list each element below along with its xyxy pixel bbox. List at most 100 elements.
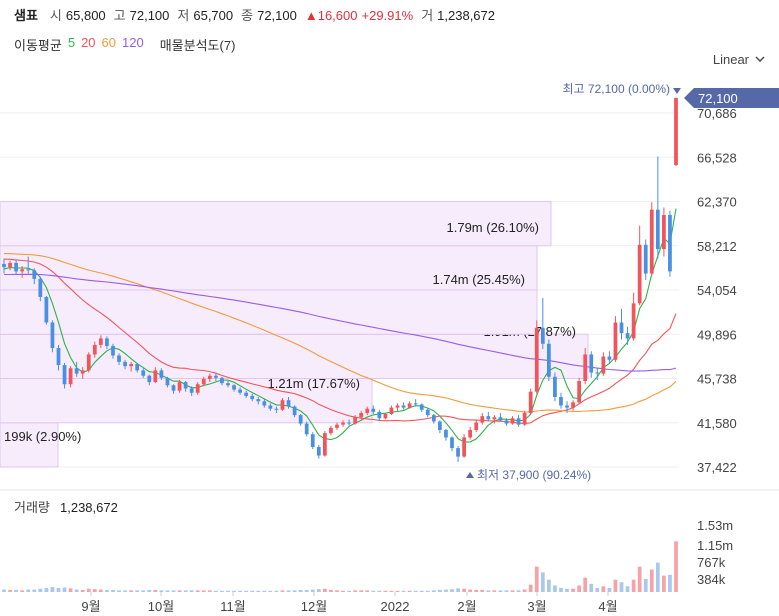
- volume-profile-bar: [0, 422, 59, 468]
- ma-20[interactable]: 20: [81, 35, 96, 50]
- volume-bar: [56, 587, 61, 592]
- scale-dropdown[interactable]: Linear: [713, 52, 765, 67]
- volume-bar: [177, 590, 182, 592]
- volume-caption-label: 거래량: [14, 500, 50, 515]
- ma-line-20: [3, 258, 677, 424]
- volume-bar: [123, 590, 127, 592]
- candle-body: [474, 422, 479, 430]
- volume-bar: [377, 590, 382, 592]
- high-marker-icon: [673, 88, 681, 94]
- candle-body: [553, 376, 557, 397]
- volume-bar: [486, 590, 491, 592]
- candle-body: [86, 354, 91, 371]
- candle-body: [504, 420, 509, 424]
- volume-bar: [8, 589, 12, 592]
- volume-bar: [365, 590, 370, 592]
- price-axis-label: 37,422: [697, 460, 737, 475]
- candle-body: [534, 327, 539, 392]
- candle-body: [468, 429, 473, 438]
- volume-bar: [92, 589, 97, 592]
- high-marker-text: 최고 72,100 (0.00%): [563, 82, 670, 96]
- candle-body: [498, 417, 503, 421]
- volume-bar: [553, 585, 557, 592]
- volume-bar: [492, 590, 497, 592]
- low-marker-text: 최저 37,900 (90.24%): [477, 468, 591, 482]
- volume-bar: [129, 590, 134, 592]
- volume-profile-label: 1.21m (17.67%): [268, 376, 361, 391]
- volume-bar: [286, 590, 291, 592]
- candle-body: [583, 354, 588, 382]
- volume-bar: [98, 589, 103, 592]
- candle-body: [674, 97, 678, 165]
- volume-profile-bar: [0, 201, 552, 247]
- volume-profile-bar: [0, 378, 373, 424]
- volume-bar: [189, 590, 194, 592]
- volume-bar: [256, 590, 261, 592]
- change-value: ▲16,600: [304, 8, 358, 23]
- volume-profile-bar: [0, 245, 538, 291]
- volume-bar: [522, 589, 527, 592]
- ma-line-120: [4, 273, 677, 372]
- moving-average-label[interactable]: 이동평균: [14, 38, 62, 53]
- volume-bar: [407, 590, 412, 592]
- x-axis-label: 9월: [81, 599, 100, 614]
- candle-body: [540, 327, 545, 344]
- open-label: 시: [49, 8, 62, 23]
- ma-5[interactable]: 5: [67, 35, 76, 50]
- x-axis-label: 4월: [598, 599, 617, 614]
- volume-bar: [571, 588, 575, 592]
- candle-body: [111, 345, 115, 356]
- candle-body: [310, 434, 315, 448]
- volume-bar: [117, 590, 121, 592]
- candle-body: [153, 370, 158, 383]
- volume-bar: [371, 590, 376, 592]
- volume-profile-label[interactable]: 매물분석도(7): [159, 38, 236, 53]
- volume-bar: [274, 590, 279, 592]
- volume-bar: [613, 579, 618, 592]
- volume-bar: [431, 590, 436, 592]
- volume-bar: [637, 566, 642, 592]
- volume-value: 1,238,672: [437, 8, 495, 23]
- candle-body: [571, 402, 575, 408]
- volume-bar: [232, 590, 236, 592]
- volume-bar: [498, 590, 503, 592]
- x-axis-label: 12월: [301, 599, 327, 614]
- candle-body: [522, 412, 527, 425]
- volume-axis-label: 767k: [697, 555, 726, 570]
- volume-bar: [401, 590, 406, 592]
- candle-body: [171, 385, 176, 391]
- candle-body: [365, 408, 370, 413]
- candle-body: [595, 372, 600, 374]
- volume-bar: [589, 583, 594, 592]
- volume-bar: [183, 590, 188, 592]
- candle-body: [189, 388, 194, 393]
- candle-body: [510, 418, 515, 424]
- candle-body: [395, 405, 400, 408]
- candle-body: [347, 422, 351, 424]
- volume-bar: [14, 589, 18, 592]
- candle-body: [250, 395, 255, 400]
- volume-bar: [26, 589, 31, 592]
- volume-bar: [655, 562, 660, 592]
- volume-bar: [2, 589, 6, 592]
- ma-60[interactable]: 60: [101, 35, 117, 50]
- candle-body: [98, 338, 103, 345]
- candle-body: [359, 412, 364, 418]
- candle-body: [528, 391, 533, 413]
- candle-body: [462, 437, 466, 457]
- indicator-legend: 이동평균 5 20 60 120 매물분석도(7): [14, 35, 235, 54]
- ma-120[interactable]: 120: [122, 35, 144, 50]
- volume-bar: [292, 590, 297, 592]
- volume-bar: [383, 590, 388, 592]
- volume-bar: [601, 586, 606, 592]
- candle-body: [322, 433, 327, 456]
- candle-body: [298, 415, 303, 424]
- volume-label: 거: [421, 8, 434, 23]
- candle-body: [316, 447, 321, 456]
- candle-body: [456, 448, 460, 457]
- volume-bar: [68, 588, 73, 592]
- candle-body: [92, 344, 97, 355]
- candle-body: [159, 370, 164, 378]
